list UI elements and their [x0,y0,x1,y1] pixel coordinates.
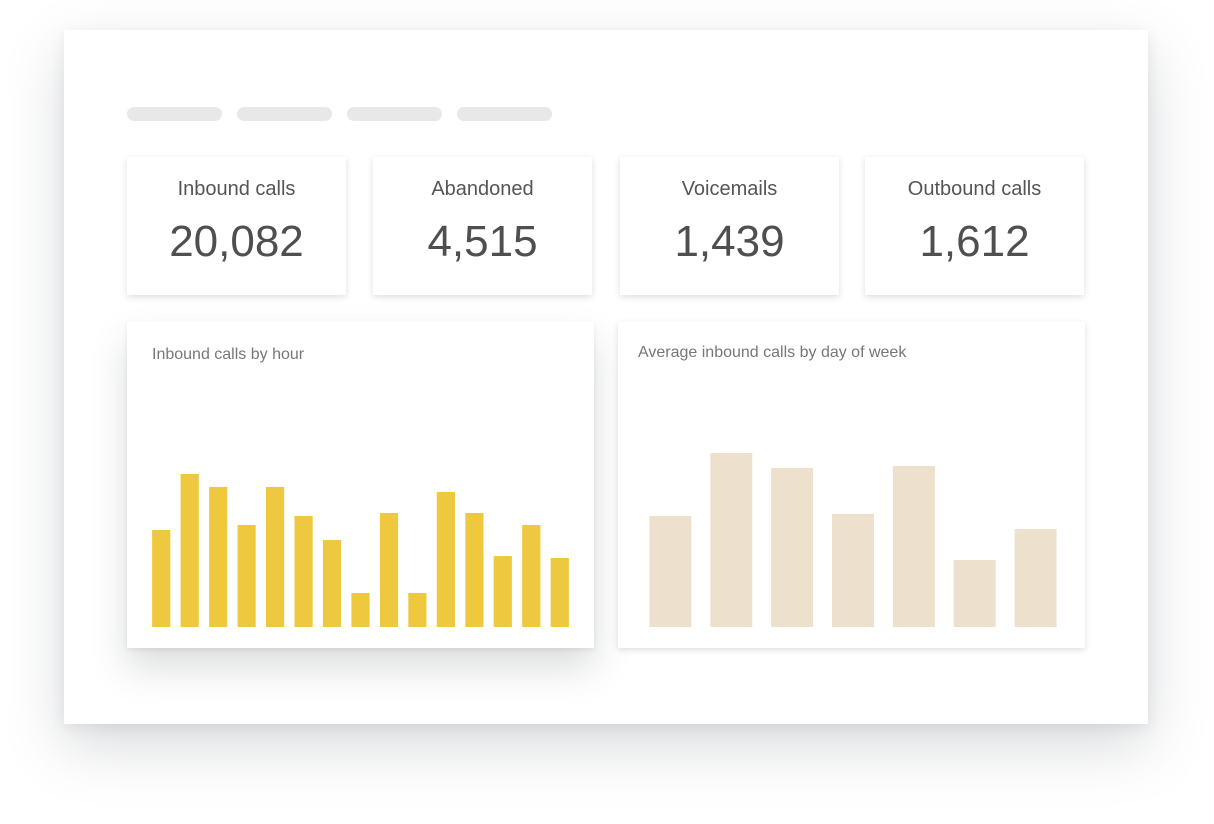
hourly-bar-14 [522,525,541,627]
tab-placeholder-4[interactable] [457,107,552,121]
stat-label: Outbound calls [907,178,1042,200]
chart-card-calls-by-hour: Inbound calls by hour [127,322,594,648]
hourly-bar-12 [465,513,484,627]
hourly-bar-10 [408,593,427,627]
hourly-bar-9 [379,513,399,627]
stat-value: 4,515 [427,217,538,266]
hourly-bar-3 [209,487,228,627]
stat-label: Abandoned [431,178,534,200]
weekly-bar-chart [649,453,1057,627]
hourly-bar-15 [550,558,569,627]
stat-value: 20,082 [169,217,304,266]
hourly-bar-1 [152,530,171,627]
stat-card-outbound-calls: Outbound calls 1,612 [865,157,1084,295]
hourly-bar-4 [237,525,256,627]
weekly-bar-7 [1014,529,1057,627]
stat-value: 1,439 [674,217,785,266]
stat-card-inbound-calls: Inbound calls 20,082 [127,157,346,295]
tab-placeholder-2[interactable] [237,107,332,121]
tab-placeholder-1[interactable] [127,107,222,121]
chart-title: Average inbound calls by day of week [638,344,907,361]
stat-card-voicemails: Voicemails 1,439 [620,157,839,295]
chart-title: Inbound calls by hour [152,346,305,363]
hourly-bar-2 [180,474,199,627]
weekly-bar-6 [953,560,996,627]
hourly-bar-6 [294,516,313,627]
stat-card-abandoned: Abandoned 4,515 [373,157,592,295]
hourly-bar-8 [351,593,370,627]
tab-placeholder-3[interactable] [347,107,442,121]
weekly-bar-3 [771,468,814,627]
hourly-bar-5 [266,487,285,627]
weekly-bar-2 [710,453,753,627]
dashboard-window: Inbound calls 20,082 Abandoned 4,515 Voi… [64,30,1148,724]
weekly-bar-5 [892,466,935,627]
chart-card-calls-by-day: Average inbound calls by day of week [618,322,1085,648]
hourly-bar-13 [493,556,512,627]
weekly-bar-1 [649,516,692,627]
weekly-bar-4 [832,514,874,627]
tab-bar [127,107,552,121]
hourly-bar-11 [436,492,455,627]
stat-label: Voicemails [681,178,778,200]
stat-value: 1,612 [919,217,1030,266]
stat-label: Inbound calls [177,178,296,200]
hourly-bar-chart [152,474,569,627]
hourly-bar-7 [322,540,342,627]
